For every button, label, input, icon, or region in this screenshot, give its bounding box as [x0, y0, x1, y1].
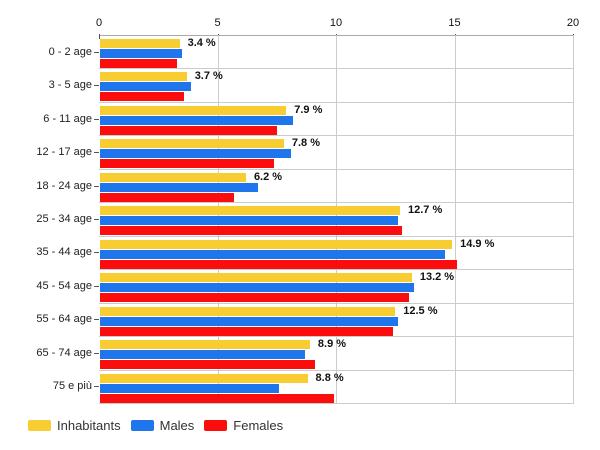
bar-females [100, 59, 178, 68]
bar-males [100, 115, 294, 125]
bar-males [100, 82, 192, 92]
category-label: 3 - 5 age [48, 79, 92, 92]
value-label: 13.2 % [419, 271, 455, 284]
bar-males [100, 350, 306, 360]
grid-line-horizontal [99, 68, 574, 70]
grid-line-horizontal [99, 403, 574, 404]
bar-males [100, 149, 291, 159]
bar-females [100, 326, 393, 336]
legend-swatch-icon [28, 419, 51, 431]
value-label: 6.2 % [253, 170, 283, 183]
bar-females [100, 259, 457, 269]
bar-females [100, 393, 334, 403]
category-tick-mark [94, 185, 99, 187]
legend-label: Males [159, 417, 195, 433]
bar-females [100, 125, 277, 135]
bar-inhabitants [100, 172, 246, 182]
bar-inhabitants [100, 239, 453, 249]
x-tick-mark [99, 34, 100, 39]
legend-swatch-icon [130, 419, 154, 431]
bar-females [100, 192, 235, 202]
legend-item-females[interactable]: Females [204, 416, 283, 434]
bar-males [100, 182, 258, 192]
bar-males [100, 249, 446, 259]
bar-males [100, 216, 398, 226]
legend-label: Inhabitants [57, 417, 121, 433]
legend-label: Females [233, 417, 284, 433]
bar-inhabitants [100, 105, 287, 115]
grid-line-horizontal [99, 336, 574, 338]
category-tick-mark [94, 252, 99, 254]
value-label: 3.7 % [194, 70, 223, 83]
value-label: 14.9 % [460, 237, 495, 250]
value-label: 8.9 % [317, 338, 347, 351]
category-tick-mark [94, 152, 99, 154]
value-label: 12.7 % [407, 204, 443, 217]
category-tick-mark [94, 386, 99, 388]
value-label: 3.4 % [187, 37, 216, 49]
category-label: 0 - 2 age [48, 45, 92, 58]
category-label: 35 - 44 age [36, 246, 92, 259]
bar-females [100, 226, 403, 236]
value-label: 7.8 % [291, 137, 320, 150]
category-label: 6 - 11 age [43, 112, 92, 125]
value-label: 8.8 % [315, 371, 344, 384]
category-label: 55 - 64 age [36, 313, 92, 326]
bar-females [100, 360, 315, 370]
value-label: 7.9 % [294, 103, 323, 116]
bar-males [100, 316, 398, 326]
bar-inhabitants [100, 72, 187, 82]
grid-line-horizontal [99, 369, 574, 371]
grid-line-horizontal [99, 235, 574, 237]
category-label: 18 - 24 age [36, 179, 92, 192]
grid-line-horizontal [99, 168, 574, 170]
bar-inhabitants [100, 39, 180, 48]
category-tick-mark [94, 85, 99, 87]
grid-line-horizontal [99, 202, 574, 204]
bar-females [100, 159, 275, 169]
value-label: 12.5 % [403, 304, 438, 317]
x-tick-label: 0 [95, 17, 103, 29]
bar-males [100, 383, 280, 393]
bar-inhabitants [100, 373, 308, 383]
grid-line-horizontal [99, 302, 574, 304]
bar-inhabitants [100, 206, 400, 216]
x-tick-label: 5 [214, 17, 221, 29]
category-label: 75 e più [52, 380, 92, 393]
bar-males [100, 283, 415, 293]
category-label: 65 - 74 age [36, 346, 92, 359]
legend-item-males[interactable]: Males [130, 416, 195, 434]
category-tick-mark [94, 118, 99, 120]
category-tick-mark [94, 319, 99, 321]
bar-females [100, 293, 410, 303]
chart-legend: Inhabitants Males Females [28, 416, 283, 434]
category-tick-mark [94, 352, 99, 354]
category-tick-mark [94, 51, 99, 53]
category-label: 25 - 34 age [36, 213, 92, 225]
grid-line-horizontal [99, 135, 574, 137]
bar-inhabitants [100, 340, 310, 350]
x-tick-label: 20 [566, 17, 580, 29]
category-tick-mark [94, 219, 99, 220]
bar-females [100, 92, 185, 102]
category-label: 45 - 54 age [36, 279, 92, 292]
x-tick-label: 15 [448, 17, 461, 29]
legend-item-inhabitants[interactable]: Inhabitants [28, 416, 121, 434]
bar-males [100, 49, 182, 58]
bar-inhabitants [100, 139, 284, 149]
bar-inhabitants [100, 306, 396, 316]
bar-inhabitants [100, 273, 412, 283]
grid-line-vertical [454, 35, 456, 403]
category-tick-mark [94, 285, 99, 287]
grid-line-horizontal [99, 269, 574, 271]
category-label: 12 - 17 age [36, 146, 92, 159]
grid-line-horizontal [99, 101, 574, 103]
grid-line-vertical [573, 35, 574, 403]
x-tick-label: 10 [329, 17, 343, 29]
legend-swatch-icon [204, 419, 228, 431]
